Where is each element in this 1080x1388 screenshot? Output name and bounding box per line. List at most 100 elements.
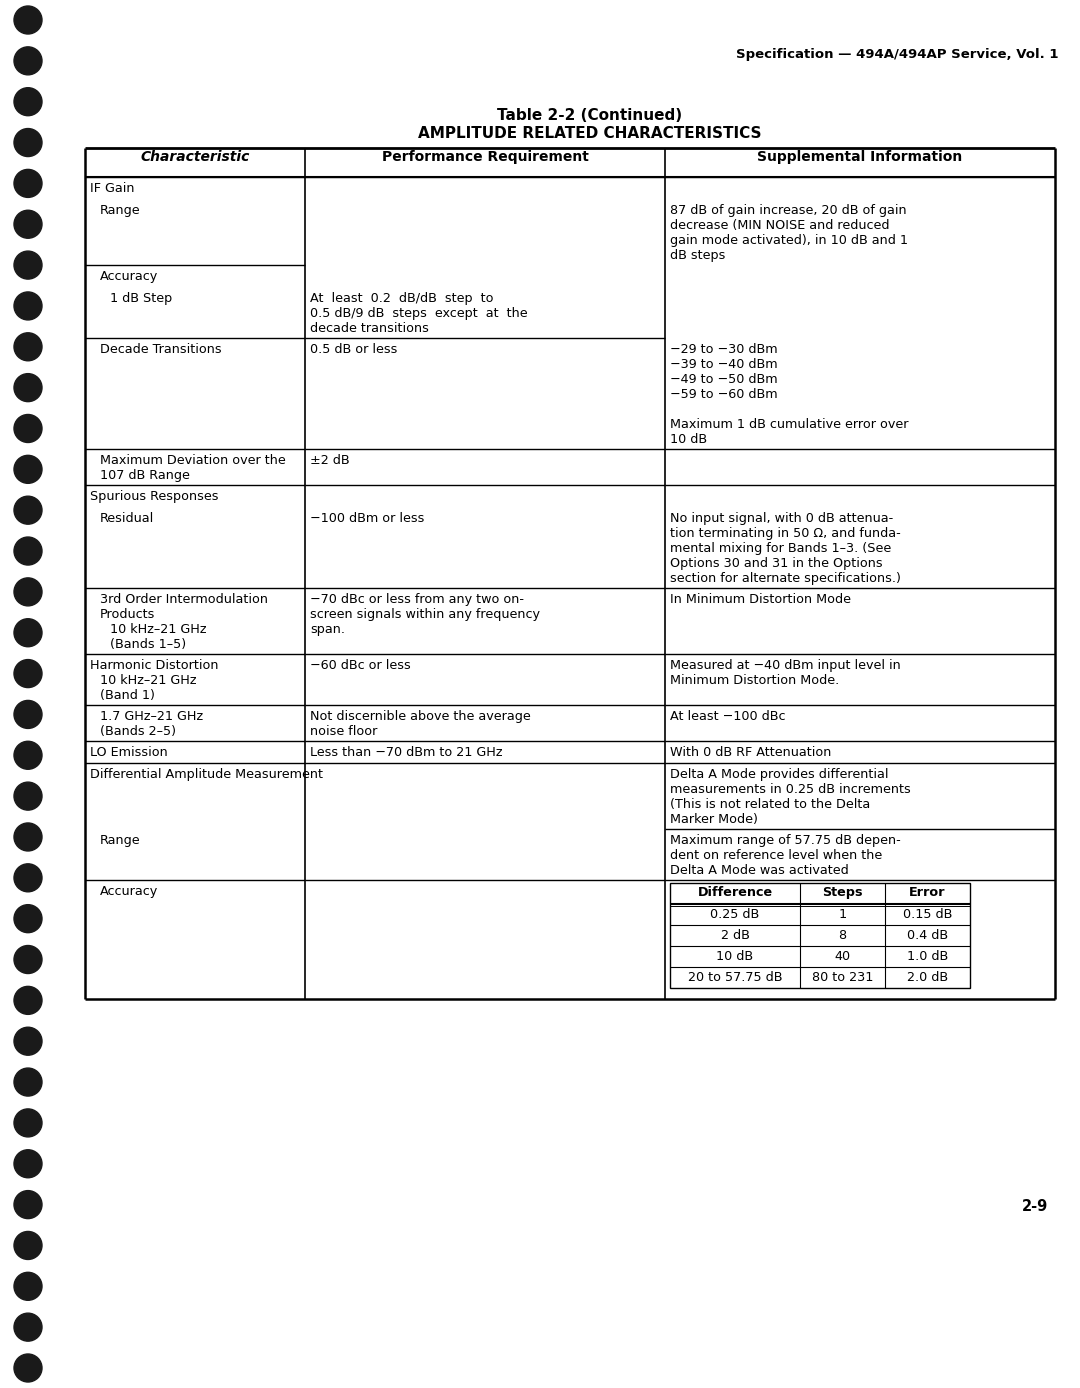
- Circle shape: [14, 415, 42, 443]
- Text: No input signal, with 0 dB attenua-: No input signal, with 0 dB attenua-: [670, 512, 893, 525]
- Text: noise floor: noise floor: [310, 725, 377, 738]
- Circle shape: [14, 210, 42, 239]
- Circle shape: [14, 945, 42, 973]
- Text: Measured at −40 dBm input level in: Measured at −40 dBm input level in: [670, 659, 901, 672]
- Circle shape: [14, 1313, 42, 1341]
- Circle shape: [14, 781, 42, 811]
- Text: tion terminating in 50 Ω, and funda-: tion terminating in 50 Ω, and funda-: [670, 527, 901, 540]
- Text: Accuracy: Accuracy: [100, 886, 159, 898]
- Text: Harmonic Distortion: Harmonic Distortion: [90, 659, 218, 672]
- Text: Decade Transitions: Decade Transitions: [100, 343, 221, 355]
- Text: −39 to −40 dBm: −39 to −40 dBm: [670, 358, 778, 371]
- Circle shape: [14, 169, 42, 197]
- Circle shape: [14, 1149, 42, 1178]
- Text: section for alternate specifications.): section for alternate specifications.): [670, 572, 901, 584]
- Text: (Bands 2–5): (Bands 2–5): [100, 725, 176, 738]
- Text: Residual: Residual: [100, 512, 154, 525]
- Text: Maximum 1 dB cumulative error over: Maximum 1 dB cumulative error over: [670, 418, 908, 432]
- Text: 40: 40: [835, 949, 851, 963]
- Text: Options 30 and 31 in the Options: Options 30 and 31 in the Options: [670, 557, 882, 570]
- Circle shape: [14, 129, 42, 157]
- Text: Characteristic: Characteristic: [140, 150, 249, 164]
- Text: 107 dB Range: 107 dB Range: [100, 469, 190, 482]
- Text: −100 dBm or less: −100 dBm or less: [310, 512, 424, 525]
- Text: Maximum Deviation over the: Maximum Deviation over the: [100, 454, 286, 466]
- Circle shape: [14, 701, 42, 729]
- Text: 10 dB: 10 dB: [670, 433, 707, 446]
- Text: (Band 1): (Band 1): [100, 688, 154, 702]
- Circle shape: [14, 455, 42, 483]
- Text: −29 to −30 dBm: −29 to −30 dBm: [670, 343, 778, 355]
- Circle shape: [14, 6, 42, 33]
- Text: −70 dBc or less from any two on-: −70 dBc or less from any two on-: [310, 593, 524, 607]
- Text: 2 dB: 2 dB: [720, 929, 750, 942]
- Text: (Bands 1–5): (Bands 1–5): [110, 638, 186, 651]
- Circle shape: [14, 741, 42, 769]
- Text: Table 2-2 (Continued): Table 2-2 (Continued): [498, 108, 683, 124]
- Text: Range: Range: [100, 204, 140, 217]
- Text: Accuracy: Accuracy: [100, 271, 159, 283]
- Circle shape: [14, 1191, 42, 1219]
- Text: At least −100 dBc: At least −100 dBc: [670, 711, 785, 723]
- Circle shape: [14, 619, 42, 647]
- Text: IF Gain: IF Gain: [90, 182, 135, 194]
- Text: 8: 8: [838, 929, 847, 942]
- Text: −49 to −50 dBm: −49 to −50 dBm: [670, 373, 778, 386]
- Text: 0.5 dB or less: 0.5 dB or less: [310, 343, 397, 355]
- Circle shape: [14, 1067, 42, 1097]
- Text: 80 to 231: 80 to 231: [812, 972, 874, 984]
- Text: 10 dB: 10 dB: [716, 949, 754, 963]
- Text: Supplemental Information: Supplemental Information: [757, 150, 962, 164]
- Circle shape: [14, 823, 42, 851]
- Text: 10 kHz–21 GHz: 10 kHz–21 GHz: [110, 623, 206, 636]
- Circle shape: [14, 87, 42, 115]
- Circle shape: [14, 987, 42, 1015]
- Circle shape: [14, 905, 42, 933]
- Circle shape: [14, 47, 42, 75]
- Circle shape: [14, 1355, 42, 1382]
- Text: LO Emission: LO Emission: [90, 745, 167, 759]
- Text: 3rd Order Intermodulation: 3rd Order Intermodulation: [100, 593, 268, 607]
- Text: 0.25 dB: 0.25 dB: [711, 908, 759, 922]
- Text: 10 kHz–21 GHz: 10 kHz–21 GHz: [100, 675, 197, 687]
- Text: Error: Error: [909, 886, 946, 899]
- Text: −60 dBc or less: −60 dBc or less: [310, 659, 410, 672]
- Text: Products: Products: [100, 608, 156, 620]
- Text: With 0 dB RF Attenuation: With 0 dB RF Attenuation: [670, 745, 832, 759]
- Text: (This is not related to the Delta: (This is not related to the Delta: [670, 798, 870, 811]
- Text: At  least  0.2  dB/dB  step  to: At least 0.2 dB/dB step to: [310, 291, 494, 305]
- Text: 0.15 dB: 0.15 dB: [903, 908, 953, 922]
- Text: decrease (MIN NOISE and reduced: decrease (MIN NOISE and reduced: [670, 219, 890, 232]
- Text: 0.5 dB/9 dB  steps  except  at  the: 0.5 dB/9 dB steps except at the: [310, 307, 528, 321]
- Circle shape: [14, 577, 42, 607]
- Text: 1 dB Step: 1 dB Step: [110, 291, 172, 305]
- Circle shape: [14, 333, 42, 361]
- Text: 1: 1: [838, 908, 847, 922]
- Circle shape: [14, 1231, 42, 1259]
- Text: 0.4 dB: 0.4 dB: [907, 929, 948, 942]
- Text: 1.0 dB: 1.0 dB: [907, 949, 948, 963]
- Circle shape: [14, 291, 42, 321]
- Text: Steps: Steps: [822, 886, 863, 899]
- Text: dent on reference level when the: dent on reference level when the: [670, 849, 882, 862]
- Text: In Minimum Distortion Mode: In Minimum Distortion Mode: [670, 593, 851, 607]
- Text: 1.7 GHz–21 GHz: 1.7 GHz–21 GHz: [100, 711, 203, 723]
- Text: Specification — 494A/494AP Service, Vol. 1: Specification — 494A/494AP Service, Vol.…: [735, 49, 1058, 61]
- Text: 2.0 dB: 2.0 dB: [907, 972, 948, 984]
- Circle shape: [14, 251, 42, 279]
- Circle shape: [14, 1109, 42, 1137]
- Text: mental mixing for Bands 1–3. (See: mental mixing for Bands 1–3. (See: [670, 541, 891, 555]
- Text: span.: span.: [310, 623, 345, 636]
- Text: Maximum range of 57.75 dB depen-: Maximum range of 57.75 dB depen-: [670, 834, 901, 847]
- Text: ±2 dB: ±2 dB: [310, 454, 350, 466]
- Text: Performance Requirement: Performance Requirement: [381, 150, 589, 164]
- Text: dB steps: dB steps: [670, 248, 726, 262]
- Circle shape: [14, 1273, 42, 1301]
- Text: gain mode activated), in 10 dB and 1: gain mode activated), in 10 dB and 1: [670, 235, 908, 247]
- Text: Differential Amplitude Measurement: Differential Amplitude Measurement: [90, 768, 323, 781]
- Text: AMPLITUDE RELATED CHARACTERISTICS: AMPLITUDE RELATED CHARACTERISTICS: [418, 126, 761, 142]
- Text: screen signals within any frequency: screen signals within any frequency: [310, 608, 540, 620]
- Circle shape: [14, 537, 42, 565]
- Circle shape: [14, 1027, 42, 1055]
- Text: Not discernible above the average: Not discernible above the average: [310, 711, 530, 723]
